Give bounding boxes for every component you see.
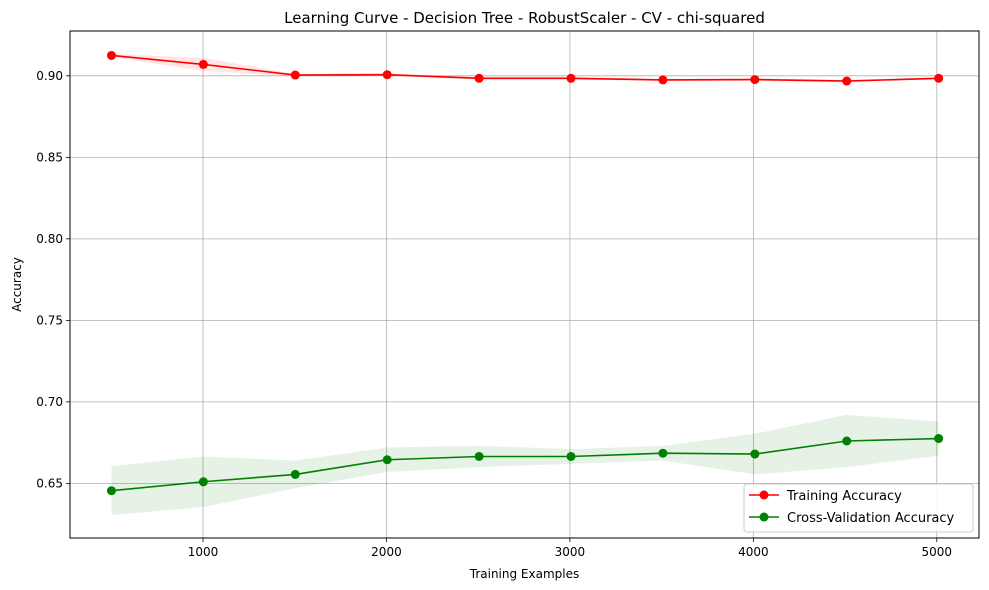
cv-point	[382, 455, 392, 465]
cv-point	[934, 434, 944, 444]
legend-cv-label: Cross-Validation Accuracy	[787, 511, 955, 526]
training-point	[106, 50, 116, 60]
x-tick-label: 1000	[188, 545, 219, 559]
plot-area	[70, 31, 979, 538]
x-axis-label: Training Examples	[469, 567, 579, 581]
y-tick-label: 0.90	[36, 69, 63, 83]
training-point	[842, 76, 852, 86]
chart-title: Learning Curve - Decision Tree - RobustS…	[284, 9, 765, 27]
cv-point	[566, 451, 576, 461]
y-tick-label: 0.85	[36, 150, 63, 164]
cv-point	[290, 469, 300, 479]
y-axis-label: Accuracy	[10, 257, 24, 312]
cv-line	[111, 437, 939, 492]
legend-training-label: Training Accuracy	[786, 489, 902, 504]
grid-layer	[70, 31, 979, 538]
x-tick-label: 4000	[738, 545, 769, 559]
training-point	[934, 73, 944, 83]
training-point	[566, 73, 576, 83]
x-tick-label: 3000	[555, 545, 586, 559]
training-point	[474, 73, 484, 83]
y-tick-label: 0.75	[36, 313, 63, 327]
training-line	[111, 54, 939, 82]
plot-frame	[69, 30, 980, 539]
cv-point	[842, 436, 852, 446]
y-tick-label: 0.80	[36, 232, 63, 246]
training-point	[382, 70, 392, 80]
y-tick-label: 0.70	[36, 395, 63, 409]
legend-training-marker	[759, 490, 769, 500]
cv-point	[474, 451, 484, 461]
x-tick-label: 2000	[371, 545, 402, 559]
series-lines	[111, 54, 939, 492]
legend-box	[743, 483, 974, 533]
cv-confidence-band	[111, 414, 939, 516]
cv-point	[658, 448, 668, 458]
legend-cv-marker	[759, 512, 769, 522]
training-point	[290, 70, 300, 80]
legend: Training Accuracy Cross-Validation Accur…	[743, 483, 974, 533]
series-markers	[106, 50, 944, 496]
cv-point	[106, 486, 116, 496]
y-tick-label: 0.65	[36, 476, 63, 490]
cv-point	[198, 477, 208, 487]
training-point	[750, 75, 760, 85]
x-tick-label: 5000	[922, 545, 953, 559]
training-point	[658, 75, 668, 85]
training-point	[198, 59, 208, 69]
axis-ticks: 1000 2000 3000 4000 5000 0.65 0.70 0.75 0.80 0.85…	[36, 69, 952, 559]
cv-point	[750, 449, 760, 459]
